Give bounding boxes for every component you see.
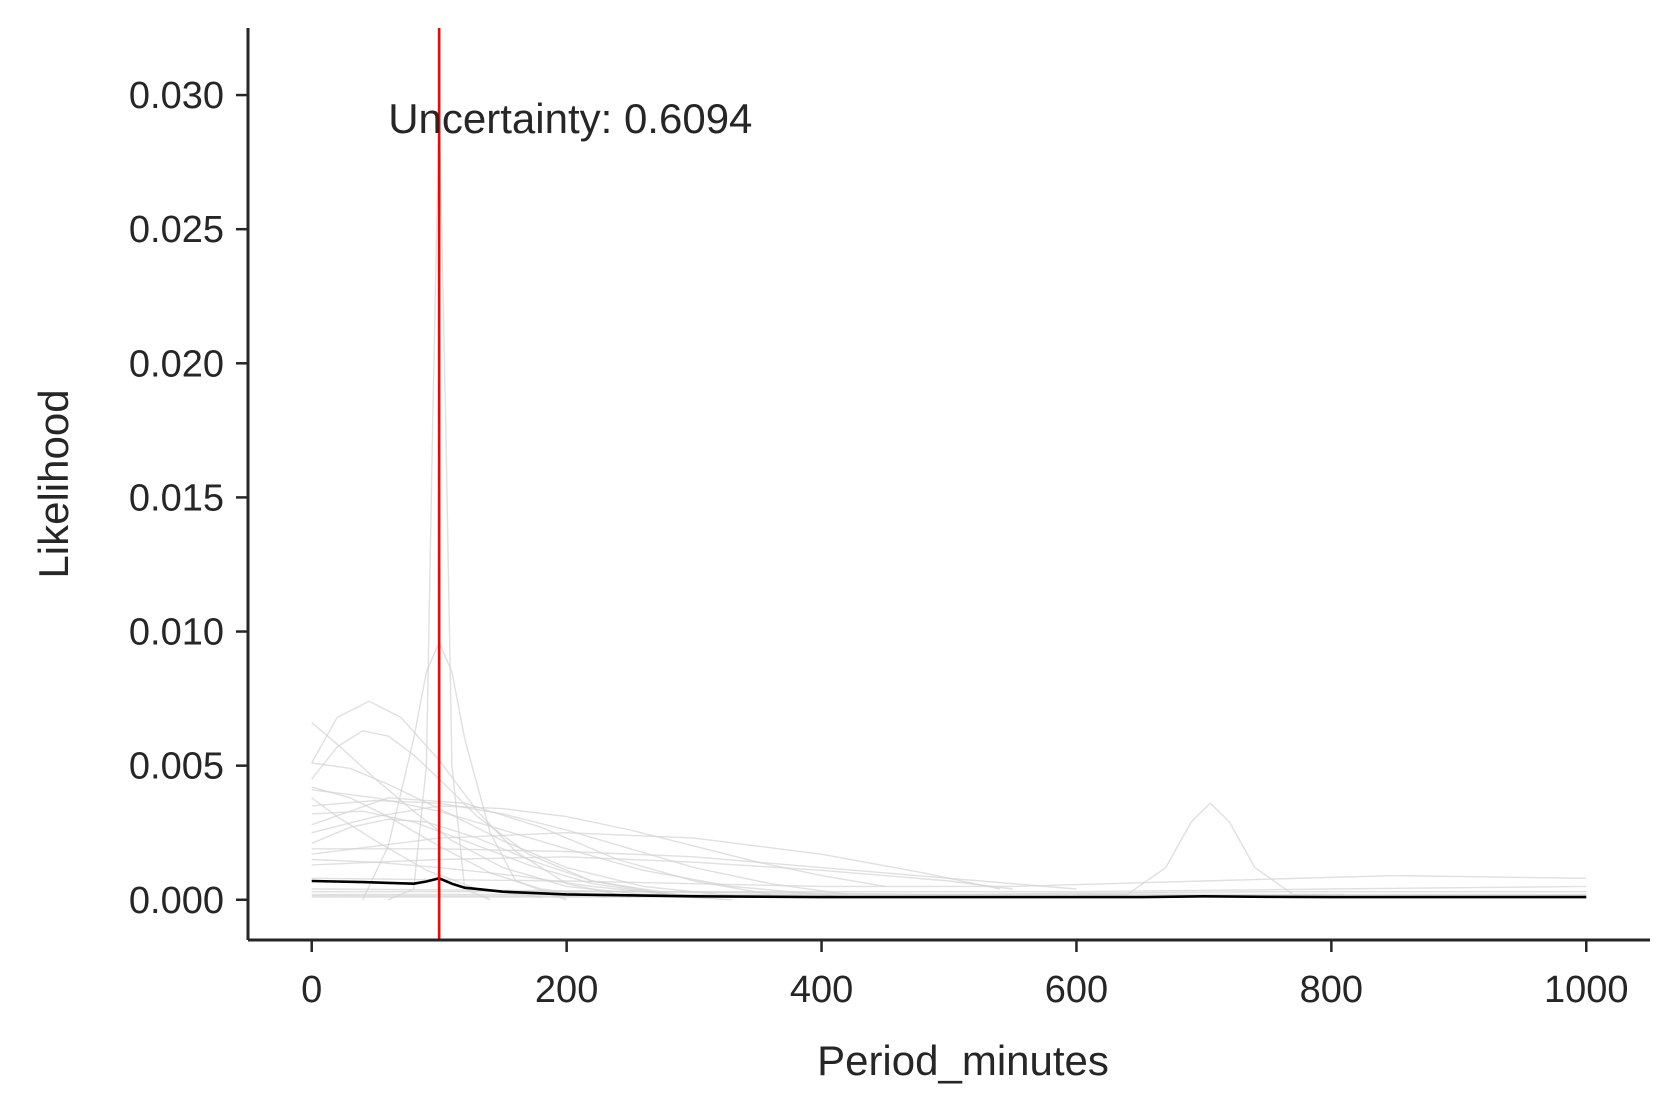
individual-likelihood-line	[311, 818, 669, 896]
individual-likelihood-line	[311, 730, 695, 898]
x-tick-label: 0	[301, 969, 322, 1011]
y-tick-label: 0.015	[129, 477, 224, 519]
axes-layer: 0 200 400 600 800 1000 0.000 0.005 0.010 0.015 0.0…	[129, 28, 1650, 1011]
series-layer	[311, 107, 1587, 901]
mean-likelihood-line	[311, 876, 1587, 899]
x-tick-label: 200	[535, 969, 598, 1011]
y-tick-label: 0.005	[129, 746, 224, 788]
individual-likelihood-line	[311, 874, 1587, 888]
y-tick-label: 0.000	[129, 880, 224, 922]
y-tick-label: 0.020	[129, 343, 224, 385]
y-tick-label: 0.010	[129, 612, 224, 654]
individual-likelihood-line	[311, 799, 848, 896]
individual-likelihood-line	[362, 641, 567, 901]
individual-likelihood-line	[311, 858, 669, 896]
x-tick-label: 600	[1045, 969, 1108, 1011]
individual-likelihood-line	[1076, 802, 1345, 896]
individual-likelihood-line	[311, 797, 771, 896]
y-tick-label: 0.025	[129, 209, 224, 251]
y-axis-label: Likelihood	[30, 389, 77, 578]
uncertainty-annotation: Uncertainty: 0.6094	[388, 95, 752, 142]
x-tick-label: 400	[790, 969, 853, 1011]
y-tick-label: 0.030	[129, 75, 224, 117]
individual-likelihood-line	[311, 885, 1587, 893]
individual-likelihood-line	[311, 762, 746, 898]
x-tick-label: 800	[1300, 969, 1363, 1011]
individual-likelihood-line	[311, 810, 669, 896]
x-axis-label: Period_minutes	[817, 1037, 1109, 1084]
individual-likelihood-line	[311, 700, 631, 898]
x-tick-label: 1000	[1544, 969, 1629, 1011]
